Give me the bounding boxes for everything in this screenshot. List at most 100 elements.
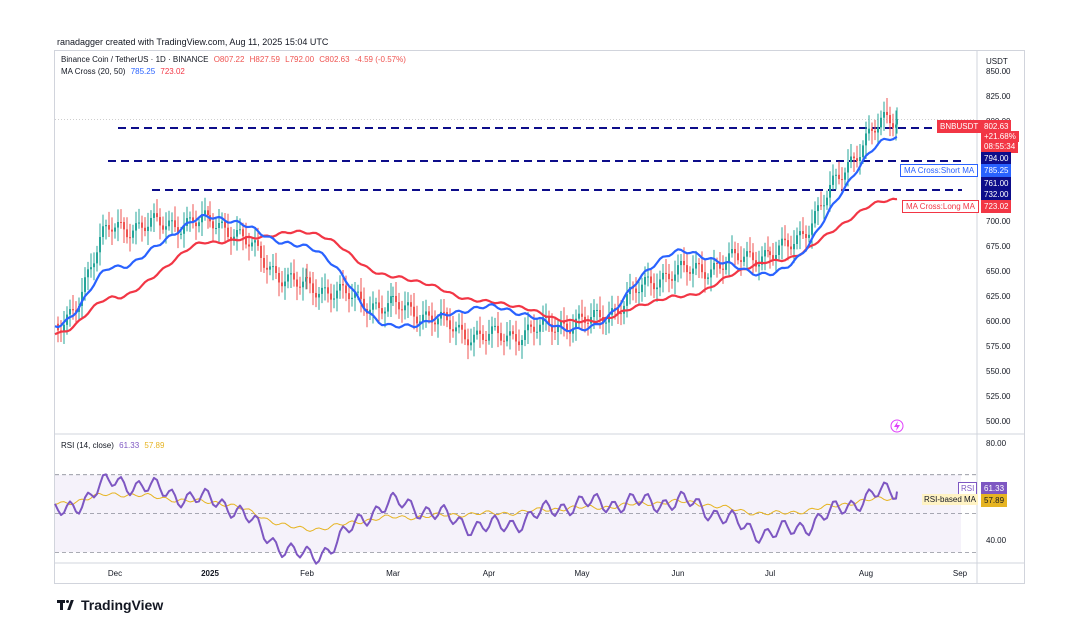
time-tick-label: Jul bbox=[764, 569, 776, 578]
lightning-icon[interactable] bbox=[890, 419, 904, 433]
rsi-line bbox=[54, 473, 898, 565]
candle-body bbox=[641, 284, 643, 293]
candle-body bbox=[847, 162, 849, 173]
candle-body bbox=[434, 322, 436, 325]
rsi-value: 61.33 bbox=[119, 441, 140, 450]
candle-body bbox=[488, 333, 490, 341]
ma-long-line bbox=[54, 197, 898, 336]
candle-body bbox=[470, 342, 472, 346]
rsi-ma-value: 57.89 bbox=[144, 441, 165, 450]
level-732-tag: 732.00 bbox=[981, 188, 1012, 201]
candle-body bbox=[147, 226, 149, 232]
candle-body bbox=[260, 245, 262, 258]
candle-body bbox=[111, 229, 113, 232]
price-tick-label: 600.00 bbox=[986, 317, 1011, 326]
candle-body bbox=[629, 287, 631, 295]
candle-body bbox=[617, 308, 619, 314]
countdown-tag: 08:55:34 bbox=[981, 141, 1019, 153]
candle-body bbox=[84, 277, 86, 292]
candle-body bbox=[81, 291, 83, 306]
time-tick-label: May bbox=[574, 569, 590, 578]
rsi-label: RSI (14, close) bbox=[61, 441, 114, 450]
candle-body bbox=[473, 334, 475, 343]
candle-body bbox=[215, 228, 217, 230]
candle-body bbox=[889, 115, 891, 124]
time-tick-label: Apr bbox=[482, 569, 496, 578]
candle-body bbox=[375, 302, 377, 304]
candle-body bbox=[551, 324, 553, 332]
tradingview-logo[interactable]: TradingView bbox=[57, 597, 163, 613]
candle-body bbox=[521, 339, 523, 346]
candle-body bbox=[832, 175, 834, 185]
candle-body bbox=[390, 296, 392, 304]
candle-body bbox=[99, 237, 101, 253]
candle-body bbox=[378, 302, 380, 309]
candle-body bbox=[207, 210, 209, 216]
candle-body bbox=[572, 328, 574, 334]
symbol-legend[interactable]: Binance Coin / TetherUS · 1D · BINANCE O… bbox=[61, 55, 409, 64]
candle-body bbox=[805, 234, 807, 238]
candle-body bbox=[452, 329, 454, 332]
candle-body bbox=[713, 262, 715, 270]
candle-body bbox=[281, 282, 283, 287]
candle-body bbox=[710, 269, 712, 278]
candle-body bbox=[737, 253, 739, 261]
price-axis-currency: USDT bbox=[986, 57, 1008, 66]
candle-body bbox=[862, 145, 864, 158]
last-price-tag: 802.63 bbox=[981, 120, 1012, 132]
candle-body bbox=[165, 226, 167, 230]
candle-body bbox=[150, 217, 152, 227]
tradingview-logo-icon bbox=[57, 599, 77, 611]
price-tick-label: 825.00 bbox=[986, 92, 1011, 101]
candle-body bbox=[467, 339, 469, 346]
ma-long-value-tag: 723.02 bbox=[981, 200, 1012, 213]
candle-body bbox=[689, 272, 691, 274]
candle-body bbox=[680, 260, 682, 266]
candle-body bbox=[422, 314, 424, 322]
candle-body bbox=[272, 266, 274, 268]
candle-body bbox=[309, 277, 311, 284]
candle-body bbox=[859, 157, 861, 161]
candle-body bbox=[503, 340, 505, 342]
candle-body bbox=[257, 240, 259, 246]
candle-body bbox=[653, 283, 655, 290]
candle-body bbox=[895, 124, 897, 128]
candle-body bbox=[126, 229, 128, 238]
candle-body bbox=[668, 273, 670, 280]
candle-body bbox=[820, 205, 822, 207]
candle-body bbox=[497, 325, 499, 334]
candle-body bbox=[772, 255, 774, 259]
candle-body bbox=[746, 251, 748, 257]
candle-body bbox=[306, 277, 308, 279]
symbol-title: Binance Coin / TetherUS · 1D · BINANCE bbox=[61, 55, 209, 64]
candle-body bbox=[404, 305, 406, 311]
rsi-legend[interactable]: RSI (14, close) 61.33 57.89 bbox=[61, 441, 167, 450]
time-tick-label: Jun bbox=[671, 569, 685, 578]
candle-body bbox=[752, 252, 754, 261]
candle-body bbox=[63, 324, 65, 332]
level-794-tag: 794.00 bbox=[981, 152, 1012, 165]
candle-body bbox=[443, 311, 445, 313]
candle-body bbox=[874, 130, 876, 133]
candle-body bbox=[533, 326, 535, 332]
candle-body bbox=[360, 291, 362, 299]
tradingview-brand: TradingView bbox=[81, 597, 164, 613]
candle-body bbox=[416, 316, 418, 324]
candle-body bbox=[120, 221, 122, 223]
candle-body bbox=[227, 227, 229, 237]
candle-body bbox=[266, 267, 268, 270]
candle-body bbox=[201, 214, 203, 223]
candle-body bbox=[808, 234, 810, 238]
candle-body bbox=[775, 255, 777, 259]
candle-body bbox=[829, 184, 831, 198]
candle-body bbox=[174, 220, 176, 228]
price-tick-label: 700.00 bbox=[986, 217, 1011, 226]
chart-frame bbox=[54, 50, 1025, 584]
candle-body bbox=[856, 158, 858, 161]
candle-body bbox=[707, 277, 709, 279]
candle-body bbox=[527, 324, 529, 331]
ma-legend[interactable]: MA Cross (20, 50) 785.25 723.02 bbox=[61, 67, 188, 76]
candle-body bbox=[841, 179, 843, 181]
candle-body bbox=[761, 256, 763, 265]
